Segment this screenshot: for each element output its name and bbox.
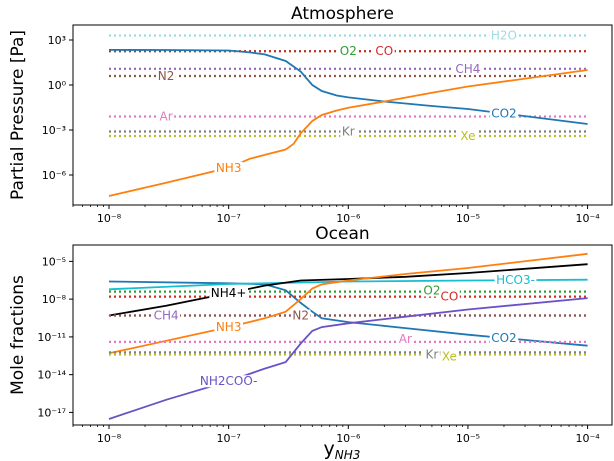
- atmosphere-label-h2o: H2O: [491, 28, 517, 42]
- ocean-y-axis-label: Mole fractions: [8, 275, 28, 395]
- atmosphere-label-bg-kr: [340, 125, 357, 138]
- atmosphere-label-co: CO: [375, 44, 393, 58]
- ocean-panel: Ocean Mole fractions CO2 HCO3- O2 CO NH4+ CH4 N2…: [8, 224, 613, 445]
- ocean-label-bg-ch4: [152, 309, 181, 322]
- atmosphere-x-tick-label: 10⁻⁷: [217, 212, 241, 225]
- ocean-label-bg-nh2coo: [198, 375, 259, 388]
- ocean-x-ticks: 10⁻⁸ 10⁻⁷ 10⁻⁶ 10⁻⁵ 10⁻⁴: [72, 425, 600, 445]
- atmosphere-label-nh3: NH3: [216, 161, 242, 175]
- ocean-label-bg-ar: [397, 332, 414, 345]
- atmosphere-y-tick-label: 10³: [48, 34, 66, 47]
- atmosphere-label-xe: Xe: [460, 129, 475, 143]
- atmosphere-label-bg-ch4: [453, 62, 482, 75]
- ocean-label-n2: N2: [292, 309, 309, 323]
- ocean-y-ticks: 10⁻¹⁷ 10⁻¹⁴ 10⁻¹¹ 10⁻⁸ 10⁻⁵: [37, 255, 73, 419]
- atmosphere-x-tick-label: 10⁻⁶: [336, 212, 361, 225]
- atmosphere-label-bg-h2o: [489, 29, 519, 42]
- ocean-series-nh4: [108, 263, 588, 317]
- ocean-x-tick-label: 10⁻⁷: [217, 432, 241, 445]
- ocean-label-co2: CO2: [491, 331, 516, 345]
- ocean-series: [108, 252, 588, 420]
- atmosphere-labels: H2O O2 CO CH4 N2 Ar Kr Xe CO2 NH3: [156, 28, 519, 175]
- atmosphere-label-bg-co2: [489, 107, 519, 120]
- atmosphere-x-ticks: 10⁻⁸ 10⁻⁷ 10⁻⁶ 10⁻⁵ 10⁻⁴: [72, 205, 600, 225]
- atmosphere-label-bg-n2: [156, 69, 176, 82]
- atmosphere-label-bg-o2: [338, 45, 359, 58]
- ocean-y-tick-label: 10⁻¹⁴: [37, 369, 66, 382]
- ocean-x-tick-label: 10⁻⁶: [336, 432, 361, 445]
- ocean-label-co: CO: [440, 290, 458, 304]
- ocean-label-bg-nh4: [209, 287, 249, 300]
- atmosphere-y-tick-label: 10⁰: [48, 79, 67, 92]
- ocean-label-bg-nh3: [214, 321, 243, 334]
- ocean-label-bg-xe: [440, 350, 459, 363]
- ocean-label-bg-n2: [290, 309, 311, 322]
- ocean-label-hco3: HCO3-: [496, 273, 535, 287]
- ocean-label-nh3: NH3: [216, 320, 242, 334]
- atmosphere-label-ch4: CH4: [455, 62, 480, 76]
- atmosphere-x-tick-label: 10⁻⁴: [575, 212, 600, 225]
- atmosphere-label-bg-xe: [458, 129, 477, 142]
- ocean-label-ar: Ar: [399, 332, 412, 346]
- atmosphere-x-tick-label: 10⁻⁸: [97, 212, 122, 225]
- ocean-label-bg-kr: [424, 348, 440, 361]
- ocean-label-bg-co: [438, 290, 460, 303]
- atmosphere-label-co2: CO2: [491, 107, 516, 121]
- ocean-y-tick-label: 10⁻⁵: [42, 255, 66, 268]
- ocean-frame: [72, 244, 613, 426]
- ocean-series-nh3: [108, 252, 588, 355]
- atmosphere-y-ticks: 10⁻⁶ 10⁻³ 10⁰ 10³: [42, 34, 73, 182]
- ocean-x-tick-label: 10⁻⁸: [97, 432, 122, 445]
- ocean-y-tick-label: 10⁻¹¹: [37, 331, 66, 344]
- atmosphere-series-co2: [108, 49, 588, 125]
- atmosphere-title: Atmosphere: [291, 4, 394, 24]
- ocean-label-xe: Xe: [442, 349, 457, 363]
- ocean-label-kr: Kr: [426, 347, 439, 361]
- ocean-label-bg-co2: [489, 331, 519, 344]
- ocean-x-tick-label: 10⁻⁵: [456, 432, 480, 445]
- ocean-label-nh2coo: NH2COO-: [200, 374, 258, 388]
- atmosphere-label-bg-co: [373, 45, 395, 58]
- atmosphere-panel: Atmosphere Partial Pressure [Pa] H2O O2 CO CH…: [8, 4, 613, 225]
- atmosphere-label-bg-ar: [158, 110, 175, 123]
- ocean-label-ch4: CH4: [154, 309, 179, 323]
- ocean-y-tick-label: 10⁻¹⁷: [37, 406, 66, 419]
- atmosphere-label-n2: N2: [158, 69, 175, 83]
- x-axis-label: yNH3: [324, 438, 361, 461]
- ocean-label-bg-hco3: [494, 274, 537, 287]
- atmosphere-y-tick-label: 10⁻³: [42, 124, 66, 137]
- ocean-title: Ocean: [315, 224, 369, 244]
- ocean-label-o2: O2: [423, 284, 440, 298]
- ocean-labels: CO2 HCO3- O2 CO NH4+ CH4 N2 NH3 Ar Kr Xe NH2COO-: [152, 273, 537, 388]
- atmosphere-label-bg-nh3: [214, 161, 243, 174]
- ocean-y-tick-label: 10⁻⁸: [42, 293, 67, 306]
- atmosphere-x-tick-label: 10⁻⁵: [456, 212, 480, 225]
- atmosphere-label-o2: O2: [340, 44, 357, 58]
- atmosphere-y-tick-label: 10⁻⁶: [42, 169, 67, 182]
- atmosphere-y-axis-label: Partial Pressure [Pa]: [8, 30, 28, 200]
- atmosphere-label-ar: Ar: [160, 109, 173, 123]
- ocean-x-tick-label: 10⁻⁴: [575, 432, 600, 445]
- ocean-label-nh4: NH4+: [211, 286, 247, 300]
- atmosphere-label-kr: Kr: [342, 124, 355, 138]
- ocean-label-bg-o2: [421, 284, 442, 297]
